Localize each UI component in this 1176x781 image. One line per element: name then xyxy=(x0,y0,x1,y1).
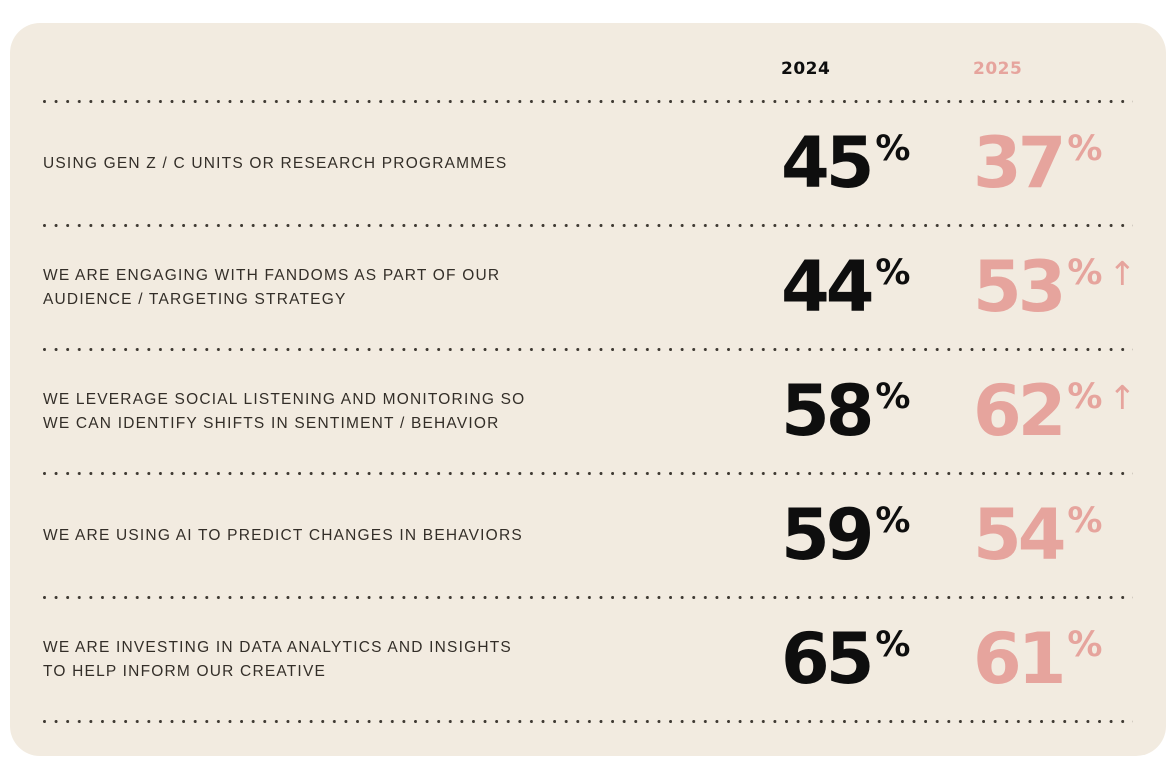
dotted-divider xyxy=(43,348,1133,351)
survey-comparison-card: 2024 2025 USING GEN Z / C UNITS OR RESEA… xyxy=(10,23,1166,756)
percent-sign: % xyxy=(875,129,911,170)
value-2025: 53 % ↑ xyxy=(973,246,1136,329)
column-headers: 2024 2025 xyxy=(43,23,1133,100)
value-number: 62 xyxy=(973,370,1066,453)
year-2024-header: 2024 xyxy=(781,59,831,79)
data-row: WE ARE USING AI TO PREDICT CHANGES IN BE… xyxy=(43,475,1133,596)
value-number: 44 xyxy=(781,246,874,329)
year-2025-header: 2025 xyxy=(973,59,1023,79)
data-row: WE ARE ENGAGING WITH FANDOMS AS PART OF … xyxy=(43,227,1136,348)
percent-sign: % xyxy=(1067,129,1103,170)
percent-sign: % xyxy=(875,377,911,418)
dotted-divider xyxy=(43,224,1133,227)
dotted-divider xyxy=(43,720,1133,723)
value-2024: 58 % xyxy=(781,370,973,453)
dotted-divider xyxy=(43,100,1133,103)
value-2025: 61 % xyxy=(973,618,1133,701)
data-row: WE ARE INVESTING IN DATA ANALYTICS AND I… xyxy=(43,599,1133,720)
percent-sign: % xyxy=(1067,501,1103,542)
value-number: 37 xyxy=(973,122,1066,205)
row-label: WE ARE USING AI TO PREDICT CHANGES IN BE… xyxy=(43,526,523,544)
percent-sign: % xyxy=(1067,625,1103,666)
increase-arrow-icon: ↑ xyxy=(1108,378,1137,418)
row-label: WE ARE ENGAGING WITH FANDOMS AS PART OF … xyxy=(43,266,501,308)
value-2024: 59 % xyxy=(781,494,973,577)
value-2025: 62 % ↑ xyxy=(973,370,1136,453)
value-2025: 37 % xyxy=(973,122,1133,205)
value-2024: 45 % xyxy=(781,122,973,205)
row-label: WE ARE INVESTING IN DATA ANALYTICS AND I… xyxy=(43,638,512,680)
value-number: 65 xyxy=(781,618,874,701)
percent-sign: % xyxy=(875,625,911,666)
value-number: 45 xyxy=(781,122,874,205)
row-label: USING GEN Z / C UNITS OR RESEARCH PROGRA… xyxy=(43,154,508,172)
value-number: 58 xyxy=(781,370,874,453)
value-number: 54 xyxy=(973,494,1066,577)
value-2024: 44 % xyxy=(781,246,973,329)
data-row: USING GEN Z / C UNITS OR RESEARCH PROGRA… xyxy=(43,103,1133,224)
row-label: WE LEVERAGE SOCIAL LISTENING AND MONITOR… xyxy=(43,390,526,432)
data-row: WE LEVERAGE SOCIAL LISTENING AND MONITOR… xyxy=(43,351,1136,472)
increase-arrow-icon: ↑ xyxy=(1108,254,1137,294)
percent-sign: % xyxy=(1067,377,1103,418)
percent-sign: % xyxy=(875,253,911,294)
dotted-divider xyxy=(43,472,1133,475)
value-number: 61 xyxy=(973,618,1066,701)
dotted-divider xyxy=(43,596,1133,599)
value-number: 59 xyxy=(781,494,874,577)
bottom-spacer xyxy=(43,723,1133,756)
value-number: 53 xyxy=(973,246,1066,329)
value-2025: 54 % xyxy=(973,494,1133,577)
percent-sign: % xyxy=(1067,253,1103,294)
value-2024: 65 % xyxy=(781,618,973,701)
percent-sign: % xyxy=(875,501,911,542)
